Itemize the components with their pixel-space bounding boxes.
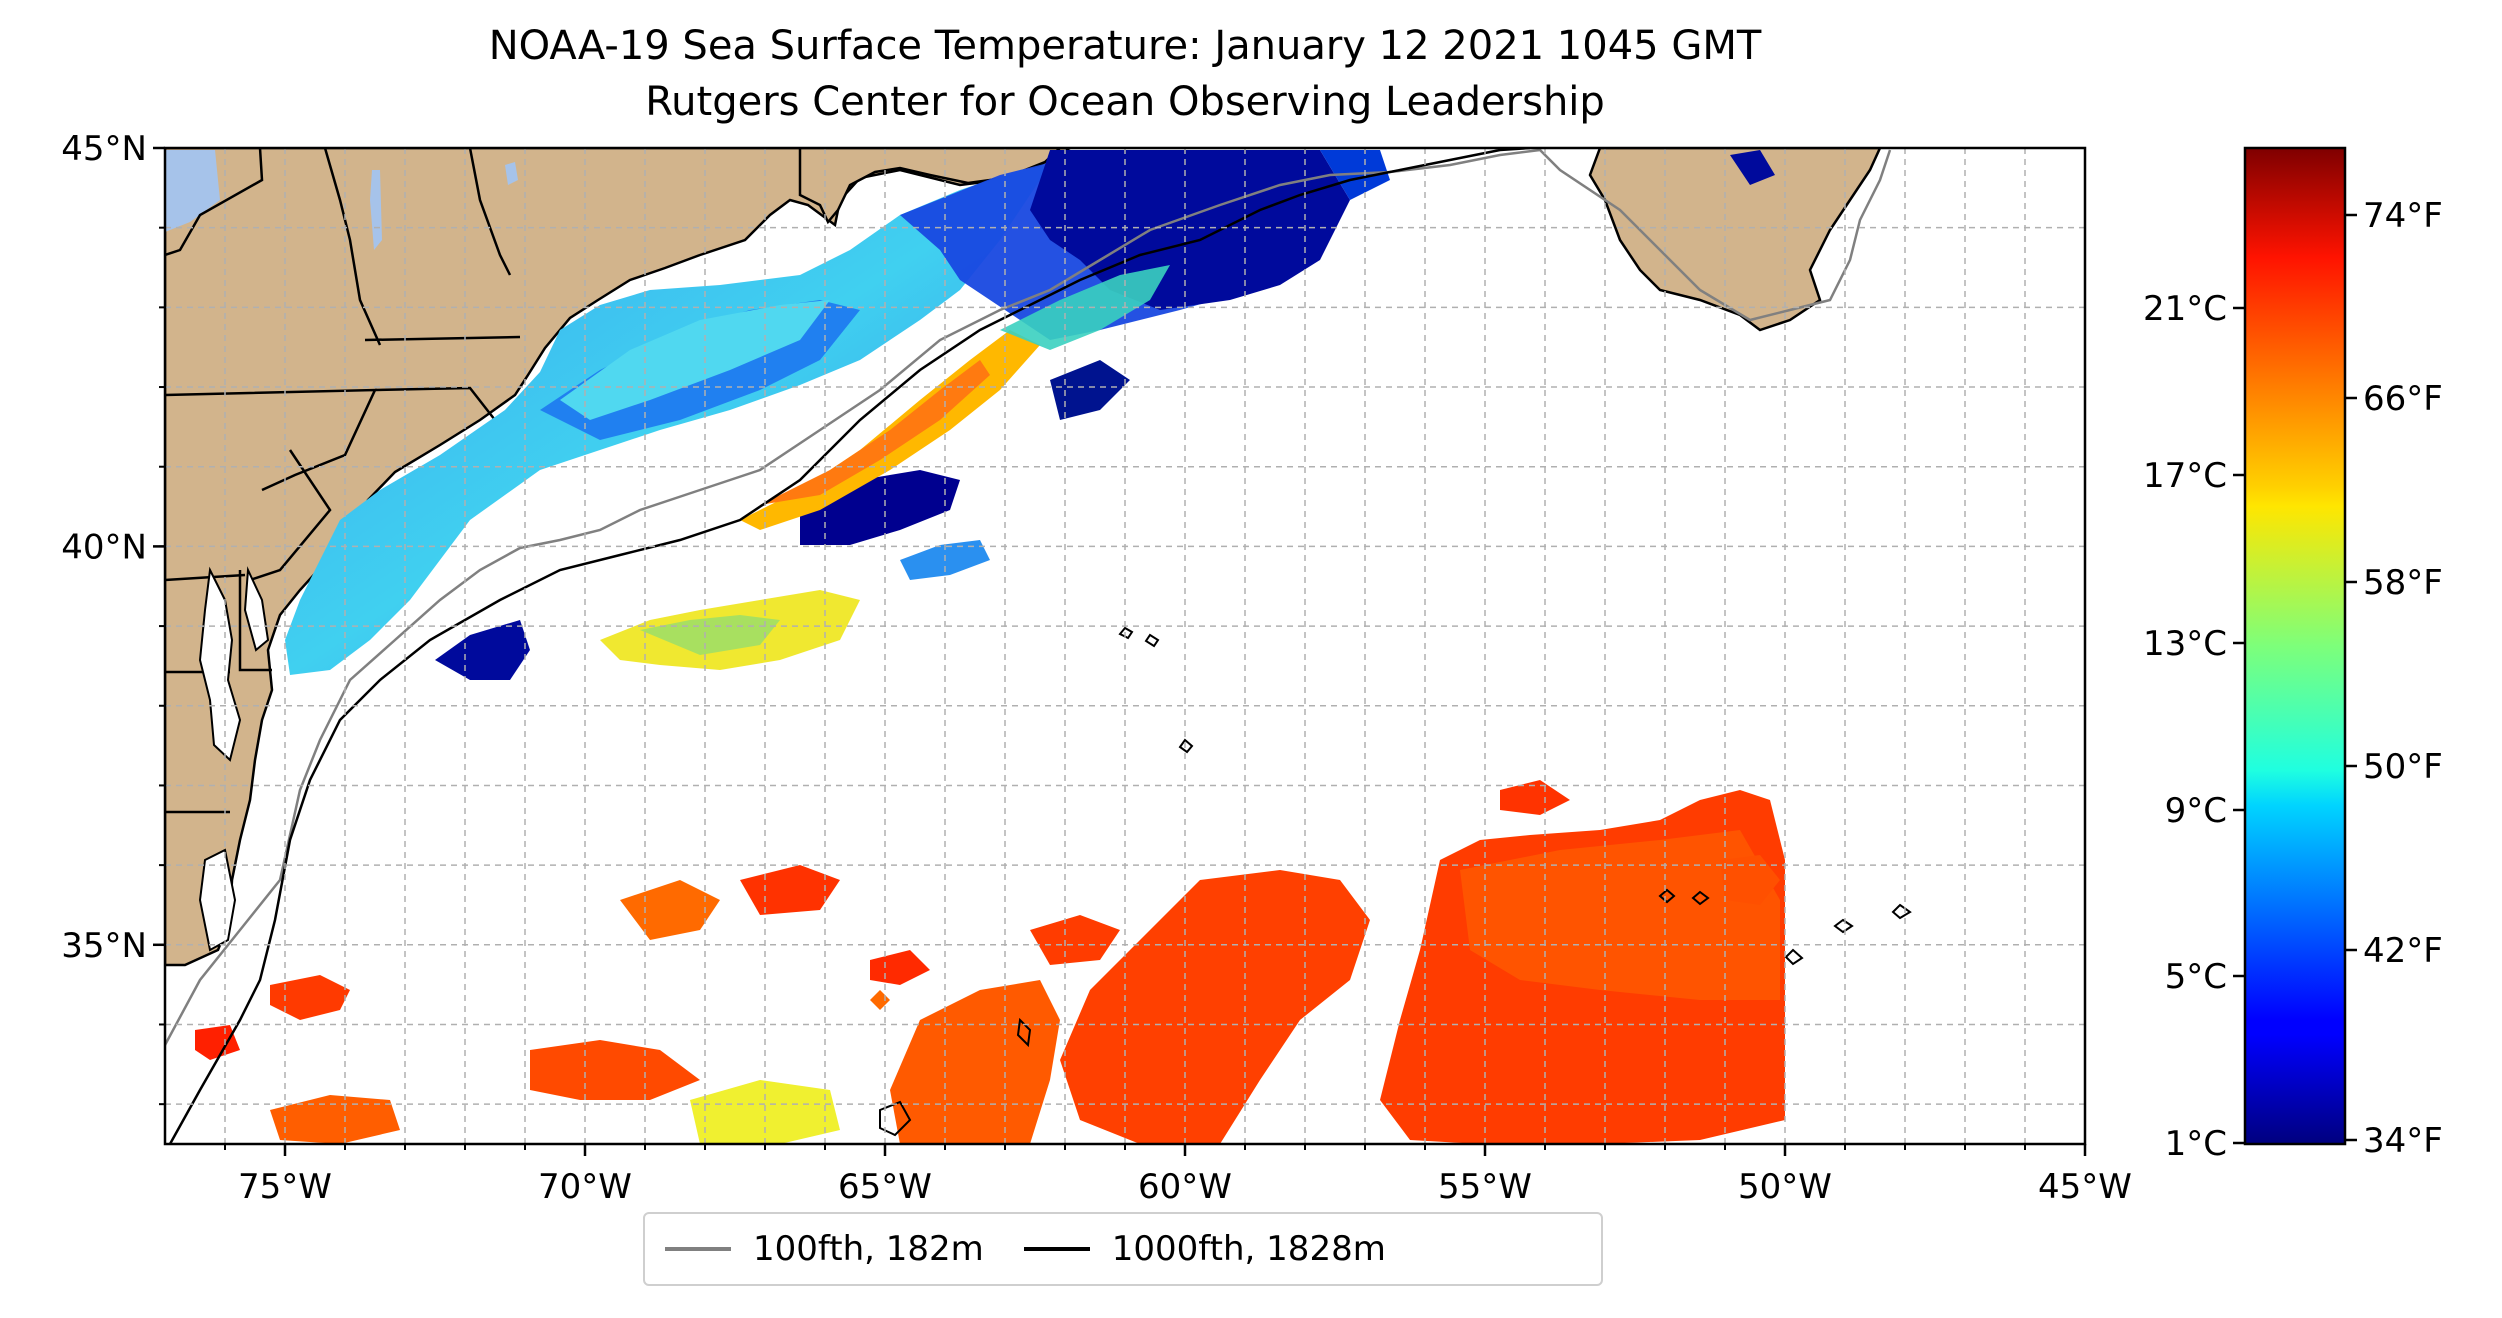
- fahrenheit-tick-label: 42°F: [2363, 931, 2443, 971]
- lon-tick-label: 45°W: [2038, 1167, 2132, 1207]
- lon-tick-label: 65°W: [838, 1167, 932, 1207]
- legend-swatch-black: [1023, 1247, 1090, 1251]
- lat-tick-label: 40°N: [61, 527, 147, 567]
- lat-tick-label: 45°N: [61, 129, 147, 169]
- lake-small-1: [165, 150, 220, 232]
- celsius-tick-label: 9°C: [2165, 791, 2227, 831]
- chart-title: NOAA-19 Sea Surface Temperature: January…: [488, 23, 1762, 69]
- longitude-axis: 75°W 70°W 65°W 60°W 55°W 50°W 45°W: [224, 1144, 2132, 1207]
- celsius-tick-label: 21°C: [2143, 289, 2227, 329]
- colorbar: [2243, 146, 2347, 1146]
- celsius-tick-label: 13°C: [2143, 624, 2227, 664]
- lake-small-2: [505, 162, 518, 185]
- celsius-tick-label: 1°C: [2165, 1124, 2227, 1164]
- legend-item-1000fth: 1000fth, 1828m: [1023, 1229, 1386, 1269]
- fahrenheit-tick-label: 34°F: [2363, 1121, 2443, 1161]
- delaware-bay: [243, 566, 270, 652]
- fahrenheit-tick-label: 74°F: [2363, 196, 2443, 236]
- lon-tick-label: 70°W: [538, 1167, 632, 1207]
- lat-tick-label: 35°N: [61, 926, 147, 966]
- fahrenheit-tick-label: 50°F: [2363, 747, 2443, 787]
- gridlines: [165, 148, 2085, 1144]
- isobath-100fth: [165, 148, 1892, 1046]
- lon-tick-label: 55°W: [1438, 1167, 1532, 1207]
- fahrenheit-tick-label: 58°F: [2363, 563, 2443, 603]
- colorbar-ticks: 21°C 17°C 13°C 9°C 5°C 1°C 74°F 66°F 58°F 50°F 42°…: [2143, 196, 2443, 1164]
- chart-subtitle: Rutgers Center for Ocean Observing Leade…: [645, 79, 1605, 125]
- isobath-1000fth: [168, 148, 1531, 1144]
- fahrenheit-tick-label: 66°F: [2363, 379, 2443, 419]
- lon-tick-label: 75°W: [238, 1167, 332, 1207]
- sst-cold-field: [285, 150, 1775, 680]
- land-nova-scotia: [798, 148, 1062, 225]
- legend-label: 100fth, 182m: [753, 1229, 984, 1269]
- chesapeake-bay: [198, 566, 242, 762]
- legend: 100fth, 182m 1000fth, 1828m: [643, 1212, 1603, 1286]
- legend-item-100fth: 100fth, 182m: [665, 1229, 984, 1269]
- sst-warm-streaks: [600, 265, 1170, 670]
- lon-tick-label: 50°W: [1738, 1167, 1832, 1207]
- latitude-axis: 45°N 40°N 35°N: [61, 129, 165, 1106]
- lake-champlain: [370, 170, 382, 250]
- legend-label: 1000fth, 1828m: [1111, 1229, 1386, 1269]
- land-newfoundland: [1588, 148, 1882, 332]
- celsius-tick-label: 17°C: [2143, 456, 2227, 496]
- seamount-contours: [879, 626, 1912, 1137]
- legend-swatch-gray: [665, 1247, 731, 1251]
- celsius-tick-label: 5°C: [2165, 957, 2227, 997]
- pamlico-sound: [198, 848, 237, 952]
- lon-tick-label: 60°W: [1138, 1167, 1232, 1207]
- sst-warm-field: [195, 780, 1785, 1144]
